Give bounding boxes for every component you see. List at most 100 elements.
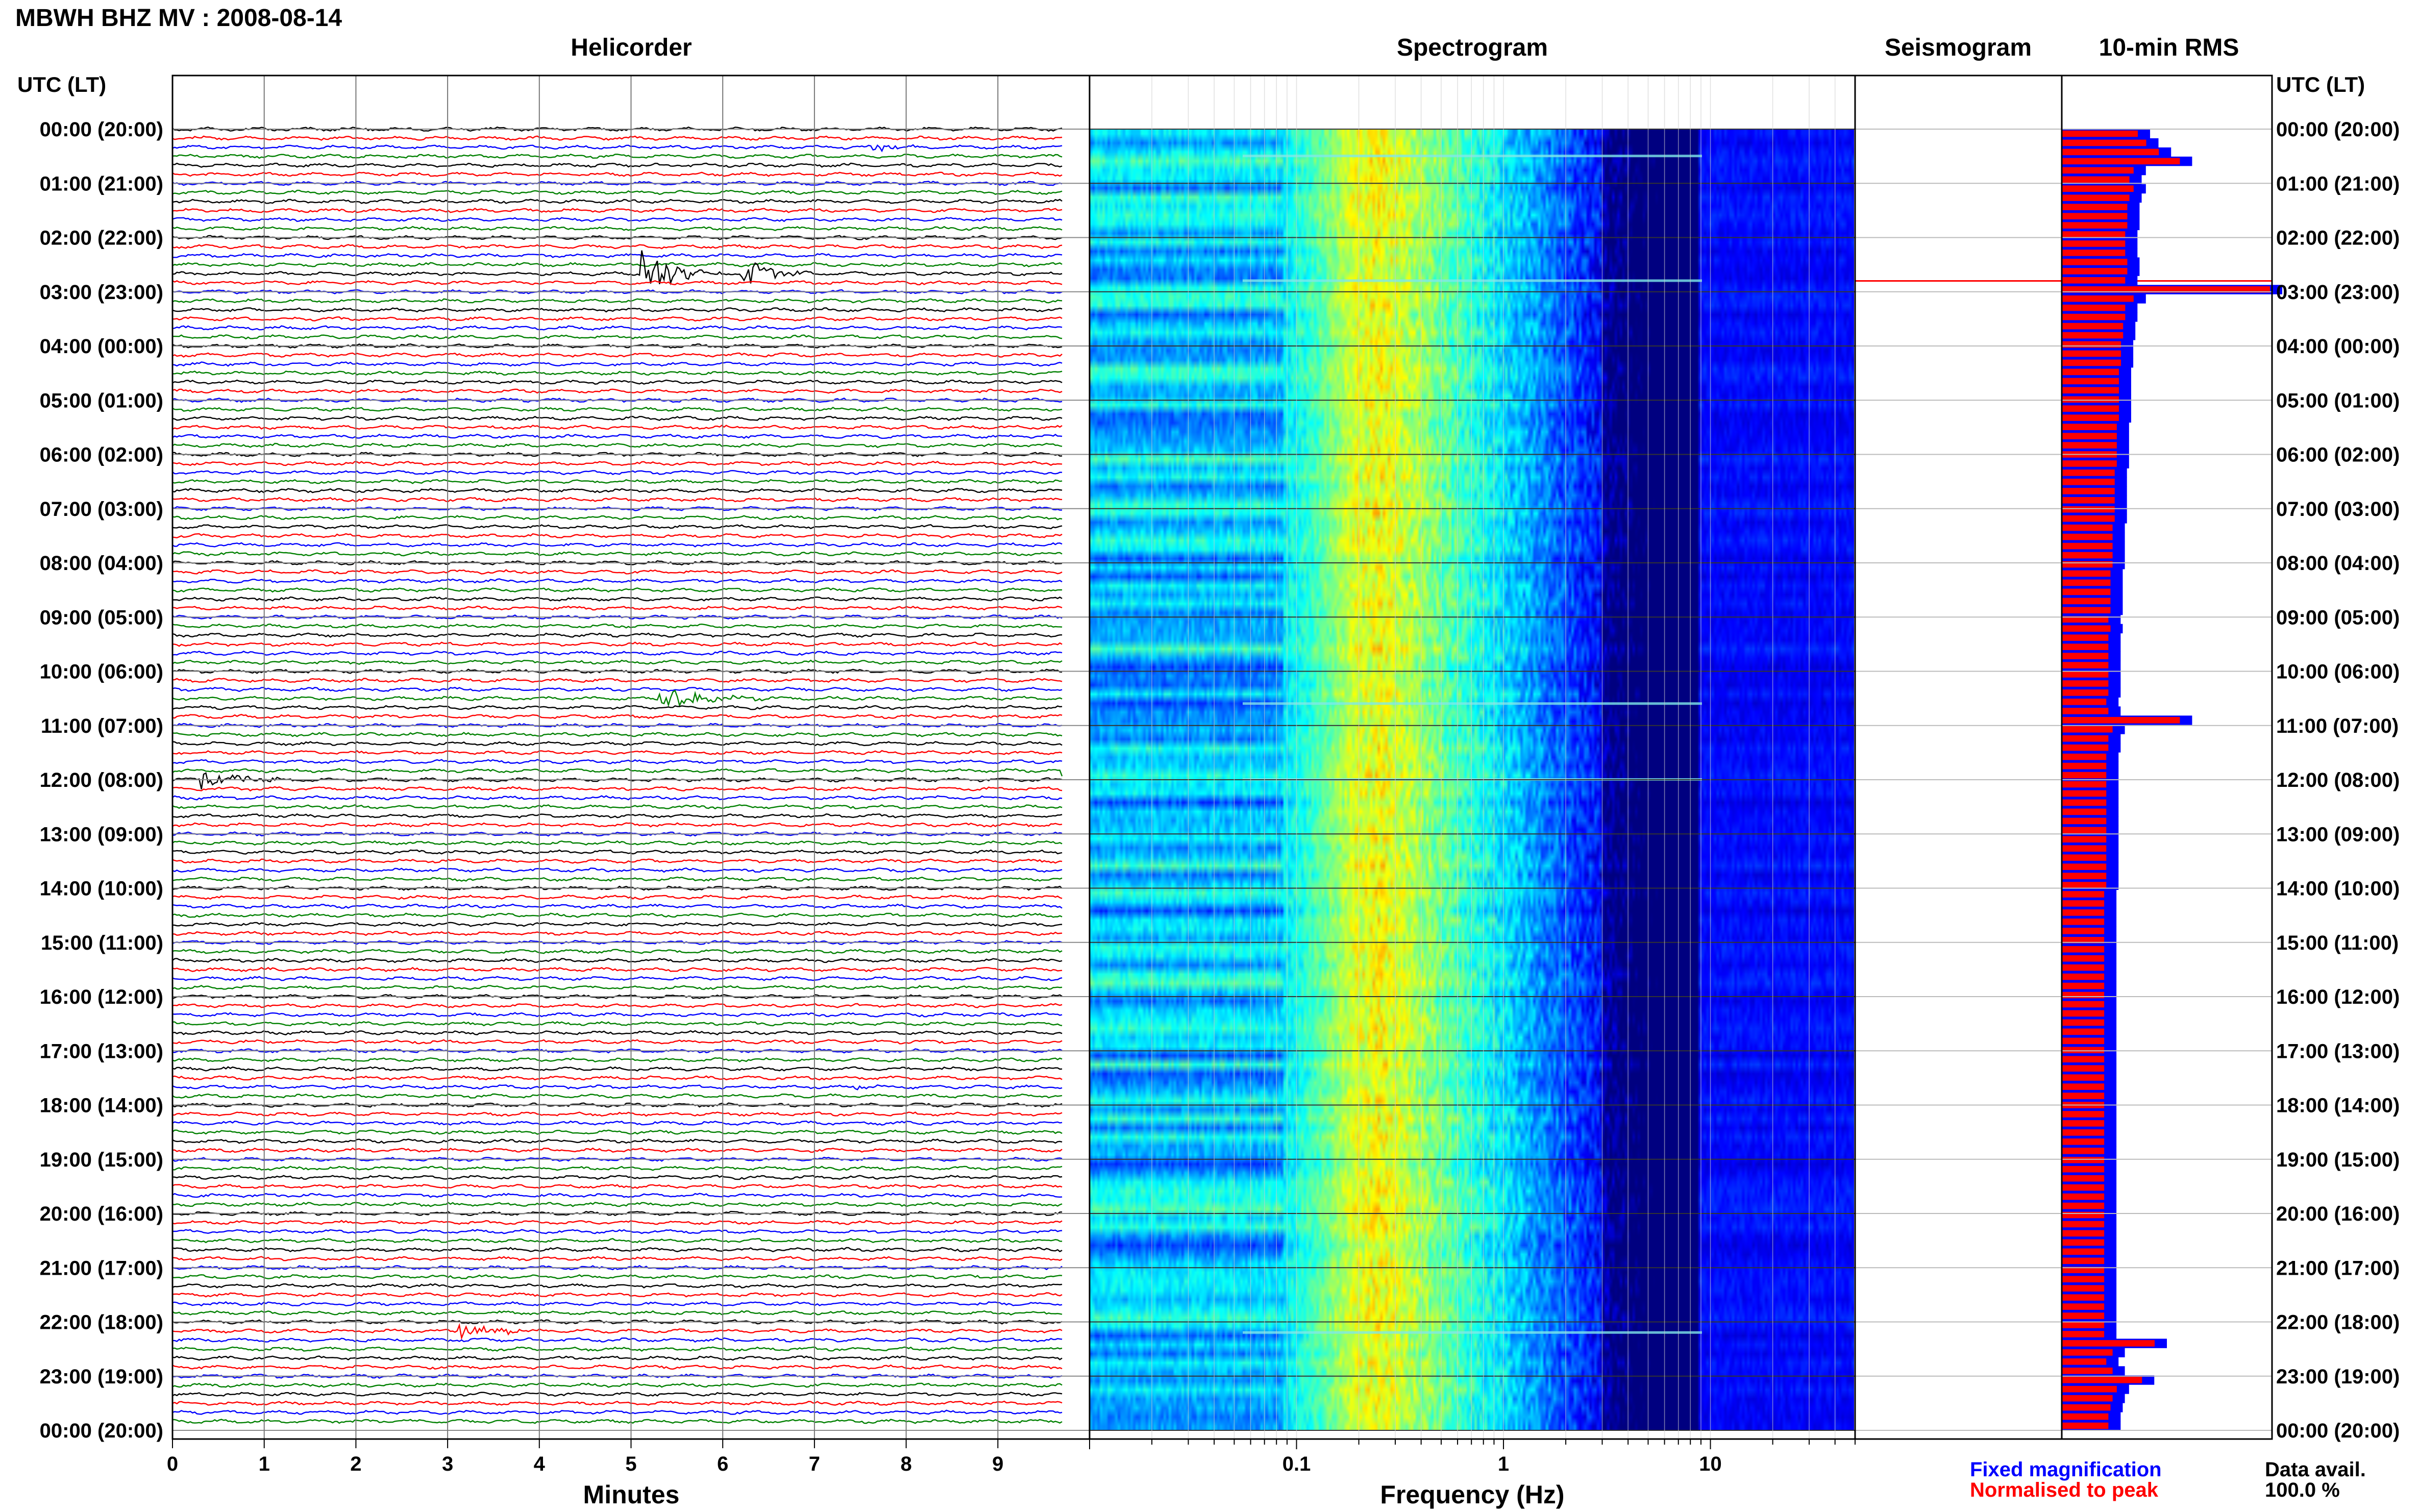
rms-bar-normalised [2062,148,2159,156]
helicorder-trace [172,894,1063,900]
rms-bar-normalised [2062,1074,2105,1081]
rms-bar-normalised [2062,699,2107,705]
y-tick-label-right: 11:00 (07:00) [2276,715,2399,737]
rms-bar-normalised [2062,414,2119,421]
rms-bar-normalised [2062,653,2109,659]
y-tick-label-right: 07:00 (03:00) [2276,498,2400,520]
rms-bar-normalised [2062,1211,2105,1219]
rms-bar-normalised [2062,671,2109,678]
rms-bar-normalised [2062,304,2126,311]
y-tick-label-right: 14:00 (10:00) [2276,878,2400,900]
helicorder-trace [172,433,1063,439]
rms-bar-normalised [2062,891,2105,898]
helicorder-traces [172,126,1063,1424]
helicorder-trace [172,1419,1063,1424]
y-tick-label-left: 09:00 (05:00) [40,606,163,629]
helicorder-trace [172,199,1063,204]
grid-lines [172,76,2272,1449]
rms-bar-normalised [2062,1010,2105,1017]
y-tick-label-left: 22:00 (18:00) [40,1311,163,1334]
rms-bar-normalised [2062,1322,2105,1328]
rms-bar-normalised [2062,1267,2105,1274]
y-tick-label-left: 18:00 (14:00) [40,1095,163,1117]
rms-bar-normalised [2062,250,2126,256]
rms-bar-normalised [2062,204,2128,210]
helicorder-trace [172,1048,1063,1054]
y-tick-label-right: 23:00 (19:00) [2276,1366,2400,1388]
helicorder-trace [172,1265,1063,1271]
minute-tick-label: 8 [900,1453,911,1475]
rms-bar-normalised [2062,1331,2105,1337]
rms-bar-normalised [2062,680,2109,687]
helicorder-trace [172,994,1063,1000]
rms-bar-normalised [2062,533,2113,540]
y-tick-label-left: 00:00 (20:00) [40,1420,163,1442]
rms-bar-normalised [2062,1385,2117,1393]
rms-bar-normalised [2062,836,2107,843]
rms-bar-normalised [2062,726,2113,733]
rms-bar-normalised [2062,497,2115,504]
rms-bar-normalised [2062,928,2105,934]
rms-bar-normalised [2062,1047,2105,1054]
helicorder-trace [172,1102,1063,1108]
y-tick-label-left: 04:00 (00:00) [40,335,163,358]
helicorder-trace [172,1292,1063,1298]
rms-bar-normalised [2062,515,2115,522]
y-tick-label-left: 03:00 (23:00) [40,281,163,304]
y-tick-label-right: 20:00 (16:00) [2276,1203,2400,1225]
rms-bar-normalised [2062,359,2121,366]
rms-bar-normalised [2062,1221,2105,1228]
rms-bar-normalised [2062,286,2270,293]
helicorder-trace [172,922,1063,927]
rms-bar-normalised [2062,716,2180,724]
legend-fixed: Fixed magnification [1970,1458,2162,1481]
helicorder-trace [172,903,1063,909]
frequency-tick-label: 1 [1498,1453,1509,1475]
helicorder-trace [172,551,1063,557]
helicorder-trace [172,1120,1063,1126]
helicorder-trace [172,641,1063,647]
rms-bar-normalised [2062,781,2107,788]
helicorder-trace [172,1392,1063,1397]
rms-bar-normalised [2062,607,2111,614]
helicorder-trace [172,786,1063,792]
helicorder-trace [172,1175,1063,1180]
rms-bar-normalised [2062,488,2115,494]
helicorder-trace [172,1283,1063,1288]
y-tick-label-right: 12:00 (08:00) [2276,769,2400,791]
y-tick-label-right: 13:00 (09:00) [2276,823,2400,846]
rms-bar-normalised [2062,598,2111,605]
rms-bar-normalised [2062,1312,2105,1319]
rms-bar-normalised [2062,790,2107,797]
helicorder-trace [172,804,1063,810]
rms-bar-normalised [2062,479,2115,485]
rms-bar-normalised [2062,1422,2109,1429]
helicorder-trace [172,1202,1063,1207]
helicorder-trace [172,1310,1063,1316]
y-tick-label-right: 05:00 (01:00) [2276,389,2400,412]
minute-tick-label: 3 [442,1453,453,1475]
rms-bar-normalised [2062,936,2105,944]
rms-bar-normalised [2062,552,2113,559]
helicorder-trace [172,1256,1063,1261]
spectrogram-xlabel: Frequency (Hz) [1380,1480,1565,1509]
y-tick-label-right: 01:00 (21:00) [2276,172,2400,195]
rms-bar-normalised [2062,1175,2105,1182]
helicorder-trace [172,759,1063,764]
rms-bar-normalised [2062,1129,2105,1136]
rms-bar-normalised [2062,1111,2105,1118]
y-tick-label-left: 07:00 (03:00) [40,498,163,520]
y-tick-label-left: 00:00 (20:00) [40,118,163,141]
helicorder-trace [172,1400,1063,1406]
helicorder-trace [172,1237,1063,1244]
rms-bar-normalised [2062,442,2117,449]
y-tick-label-left: 20:00 (16:00) [40,1203,163,1225]
rms-bar-normalised [2062,753,2107,760]
rms-bar-normalised [2062,387,2119,394]
helicorder-trace [172,1012,1063,1018]
rms-bar-normalised [2062,268,2128,275]
rms-bar-normalised [2062,1257,2105,1265]
helicorder-trace [172,135,1063,141]
helicorder-trace [172,939,1063,945]
